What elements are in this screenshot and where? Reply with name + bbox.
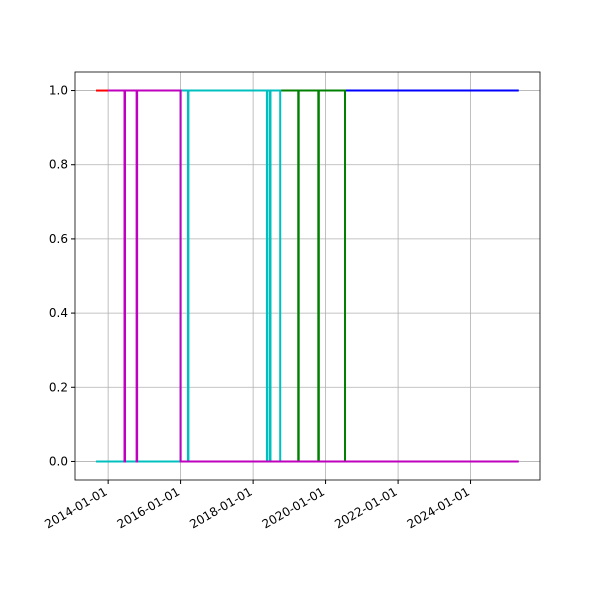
series-line <box>280 89 347 463</box>
y-tick-label: 1.0 <box>49 84 68 98</box>
plot-frame <box>74 71 541 481</box>
y-tick-label: 0.8 <box>49 158 68 172</box>
y-tick-label: 0.4 <box>49 306 68 320</box>
series-line <box>108 89 519 463</box>
y-tick-label: 0.2 <box>49 380 68 394</box>
y-tick-label: 0.6 <box>49 232 68 246</box>
y-tick-label: 0.0 <box>49 454 68 468</box>
